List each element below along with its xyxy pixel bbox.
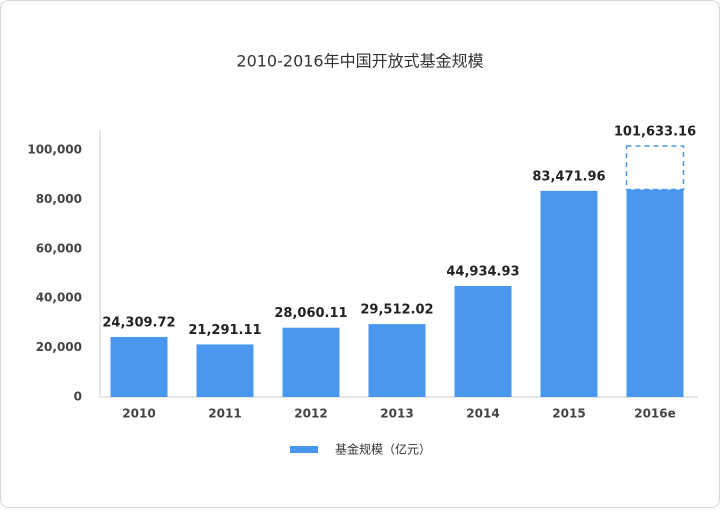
x-tick-label: 2012 [294, 407, 327, 421]
value-label: 29,512.02 [360, 303, 433, 318]
value-label: 101,633.16 [614, 124, 696, 139]
value-label: 28,060.11 [274, 306, 347, 321]
x-tick-label: 2010 [122, 407, 155, 421]
x-tick-label: 2014 [466, 407, 499, 421]
legend-swatch [290, 446, 318, 453]
x-tick-label: 2011 [208, 407, 241, 421]
value-label: 21,291.11 [188, 323, 261, 338]
bar [454, 286, 512, 397]
x-tick-label: 2016e [634, 407, 676, 421]
y-tick-label: 40,000 [36, 291, 82, 305]
value-label: 24,309.72 [102, 315, 175, 330]
bar [110, 336, 168, 397]
y-tick-label: 0 [74, 390, 82, 404]
y-tick-label: 20,000 [36, 340, 82, 354]
x-tick-label: 2013 [380, 407, 413, 421]
y-tick-label: 80,000 [36, 192, 82, 206]
x-tick-label: 2015 [552, 407, 585, 421]
y-tick-label: 100,000 [27, 143, 82, 157]
value-label: 83,471.96 [532, 169, 605, 184]
y-tick-label: 60,000 [36, 241, 82, 255]
bar [282, 327, 340, 397]
chart-title: 2010-2016年中国开放式基金规模 [236, 52, 483, 71]
bar [196, 344, 254, 397]
bar-estimate [625, 145, 685, 191]
bar [540, 190, 598, 397]
value-label: 44,934.93 [446, 265, 519, 280]
legend-label: 基金规模（亿元） [335, 442, 431, 457]
bar-solid [626, 189, 684, 397]
bar [368, 324, 426, 397]
